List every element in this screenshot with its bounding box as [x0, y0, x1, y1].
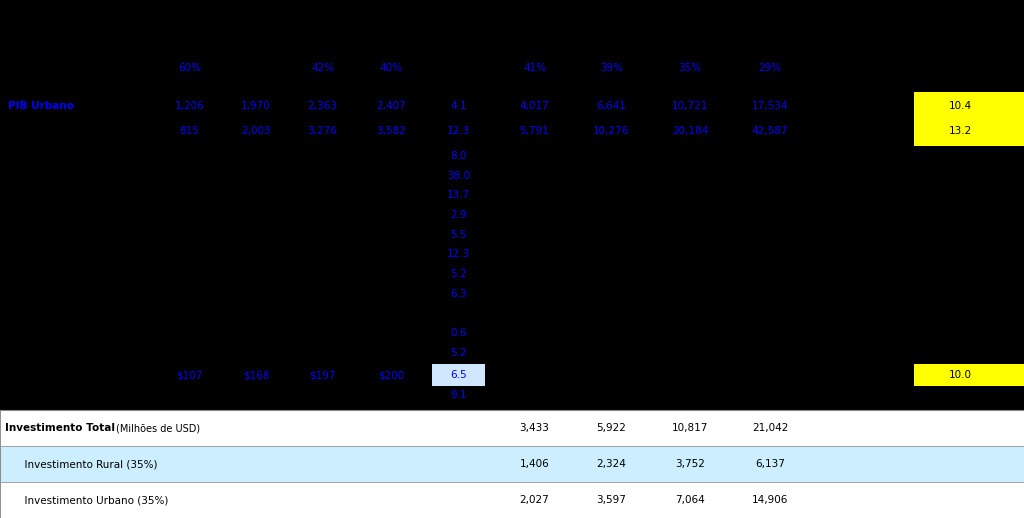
Text: 4.0: 4.0	[952, 348, 969, 358]
FancyBboxPatch shape	[0, 482, 1024, 518]
Text: 14.1: 14.1	[949, 269, 972, 279]
Text: 2,363: 2,363	[307, 101, 338, 111]
FancyBboxPatch shape	[432, 364, 485, 386]
FancyBboxPatch shape	[0, 410, 1024, 446]
Text: Investimento Total: Investimento Total	[5, 423, 119, 433]
Text: 5,922: 5,922	[596, 423, 627, 433]
Text: Investimento Rural (35%): Investimento Rural (35%)	[18, 459, 158, 469]
Text: 2.0: 2.0	[952, 308, 969, 319]
Text: 0.6: 0.6	[451, 328, 467, 338]
Text: 9.1: 9.1	[952, 390, 969, 400]
Text: 41%: 41%	[523, 63, 546, 74]
Text: 10.4: 10.4	[949, 101, 972, 111]
Text: $107: $107	[176, 370, 203, 380]
Text: 5.5: 5.5	[451, 229, 467, 240]
Text: 9.5: 9.5	[952, 210, 969, 220]
Text: 7,064: 7,064	[675, 495, 706, 505]
Text: 2,003: 2,003	[242, 126, 270, 136]
Text: 8.0: 8.0	[451, 151, 467, 161]
Text: $200: $200	[378, 370, 404, 380]
Text: 4,017: 4,017	[519, 101, 550, 111]
Text: 39%: 39%	[600, 63, 623, 74]
Text: 20,184: 20,184	[672, 126, 709, 136]
Text: $197: $197	[309, 370, 336, 380]
Text: 5,791: 5,791	[519, 126, 550, 136]
Text: 3,752: 3,752	[675, 459, 706, 469]
Text: (Milhões de USD): (Milhões de USD)	[116, 423, 200, 433]
Text: 14.0: 14.0	[949, 151, 972, 161]
Text: 3,276: 3,276	[307, 126, 338, 136]
Text: 13.2: 13.2	[949, 126, 972, 136]
Text: 10,817: 10,817	[672, 423, 709, 433]
Text: 10,721: 10,721	[672, 101, 709, 111]
Text: 9.6: 9.6	[952, 229, 969, 240]
Text: 3,597: 3,597	[596, 495, 627, 505]
Text: 1,206: 1,206	[174, 101, 205, 111]
Text: 10.0: 10.0	[949, 370, 972, 380]
Text: 12.2: 12.2	[949, 170, 972, 181]
FancyBboxPatch shape	[914, 92, 1024, 146]
Text: 2,324: 2,324	[596, 459, 627, 469]
Text: 6,137: 6,137	[755, 459, 785, 469]
Text: 5.2: 5.2	[451, 269, 467, 279]
Text: 9.1: 9.1	[451, 390, 467, 400]
Text: 10,276: 10,276	[593, 126, 630, 136]
Text: 21,042: 21,042	[752, 423, 788, 433]
Text: Investimento Urbano (35%): Investimento Urbano (35%)	[18, 495, 169, 505]
Text: 35%: 35%	[679, 63, 701, 74]
Text: 60%: 60%	[178, 63, 201, 74]
Text: 2.9: 2.9	[451, 210, 467, 220]
Text: 2,027: 2,027	[519, 495, 550, 505]
Text: 2,407: 2,407	[376, 101, 407, 111]
Text: 6.5: 6.5	[451, 370, 467, 380]
Text: 42,587: 42,587	[752, 126, 788, 136]
Text: 0.4: 0.4	[952, 328, 969, 338]
FancyBboxPatch shape	[914, 364, 1024, 386]
Text: 13.5: 13.5	[949, 249, 972, 260]
Text: 13.2: 13.2	[949, 190, 972, 200]
Text: 14,906: 14,906	[752, 495, 788, 505]
Text: 815: 815	[179, 126, 200, 136]
Text: 12.0: 12.0	[949, 289, 972, 299]
Text: 29%: 29%	[759, 63, 781, 74]
Text: 12.3: 12.3	[447, 249, 470, 260]
Text: 1,406: 1,406	[519, 459, 550, 469]
Text: 12.3: 12.3	[447, 126, 470, 136]
Text: 17,534: 17,534	[752, 101, 788, 111]
FancyBboxPatch shape	[0, 446, 1024, 482]
Text: 6,641: 6,641	[596, 101, 627, 111]
Text: 6.3: 6.3	[451, 289, 467, 299]
Text: 4.1: 4.1	[451, 101, 467, 111]
Text: 38.0: 38.0	[447, 170, 470, 181]
Text: 40%: 40%	[380, 63, 402, 74]
Text: 5.2: 5.2	[451, 348, 467, 358]
Text: $168: $168	[243, 370, 269, 380]
Text: 42%: 42%	[311, 63, 334, 74]
Text: 3,433: 3,433	[519, 423, 550, 433]
Text: 1,970: 1,970	[241, 101, 271, 111]
Text: 13.7: 13.7	[447, 190, 470, 200]
Text: 3,582: 3,582	[376, 126, 407, 136]
Text: PIB Urbano: PIB Urbano	[8, 101, 74, 111]
